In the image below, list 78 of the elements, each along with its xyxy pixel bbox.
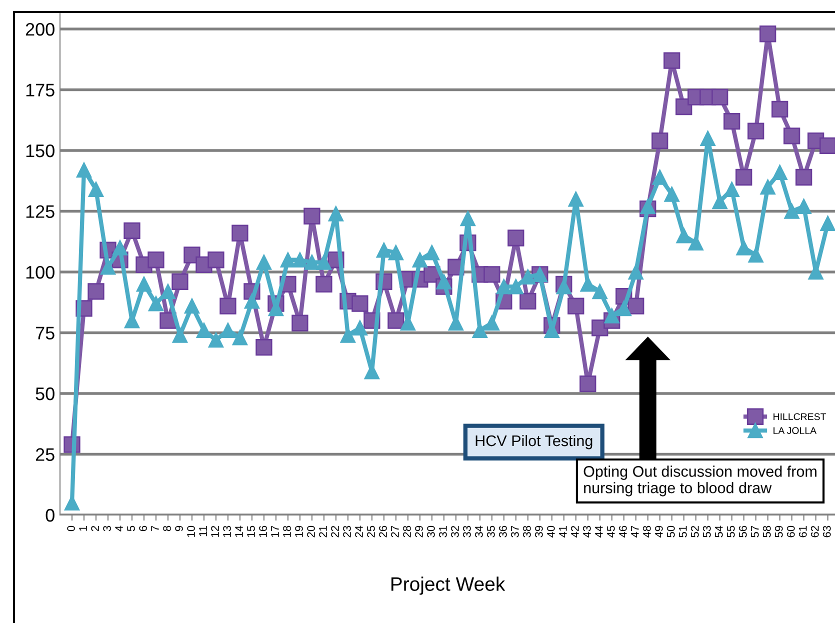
y-tick-label: 25 — [36, 448, 54, 461]
x-tick-label: 39 — [534, 526, 543, 538]
x-tick-label: 45 — [607, 526, 615, 538]
x-tick-label: 50 — [666, 526, 675, 538]
legend-label: LA JOLLA — [774, 427, 817, 434]
x-tick-label: 27 — [391, 526, 399, 538]
x-axis-title: Project Week — [391, 576, 506, 595]
x-tick-label: 18 — [283, 526, 291, 537]
x-tick-label: 21 — [319, 526, 327, 538]
x-tick-label: 53 — [702, 526, 711, 538]
x-tick-label: 12 — [211, 526, 219, 537]
x-tick-label: 36 — [499, 526, 507, 538]
x-tick-label: 2 — [91, 526, 99, 532]
x-tick-label: 14 — [235, 526, 243, 537]
x-tick-label: 20 — [307, 526, 315, 538]
x-tick-label: 8 — [163, 526, 171, 532]
x-tick-label: 32 — [451, 526, 459, 538]
x-tick-label: 17 — [271, 526, 279, 537]
x-tick-label: 43 — [582, 526, 591, 538]
x-tick-label: 34 — [475, 526, 483, 538]
x-tick-label: 19 — [295, 526, 303, 537]
x-tick-label: 46 — [618, 526, 627, 538]
x-tick-label: 30 — [427, 526, 435, 538]
x-tick-label: 5 — [127, 526, 135, 532]
x-tick-label: 41 — [559, 526, 567, 538]
annotation: HCV Pilot Testing — [476, 434, 592, 450]
x-tick-label: 38 — [522, 526, 531, 538]
x-tick-label: 23 — [343, 526, 351, 538]
x-tick-label: 24 — [355, 526, 363, 538]
x-tick-label: 22 — [331, 526, 339, 538]
x-tick-label: 9 — [175, 526, 183, 532]
x-tick-label: 56 — [738, 526, 747, 538]
x-tick-label: 33 — [463, 526, 471, 538]
x-tick-label: 42 — [570, 526, 579, 538]
x-tick-label: 15 — [247, 526, 255, 537]
x-tick-label: 49 — [654, 526, 663, 538]
x-tick-label: 6 — [139, 526, 147, 532]
x-tick-label: 52 — [690, 526, 699, 538]
x-tick-label: 37 — [510, 526, 519, 538]
x-tick-label: 57 — [751, 526, 759, 538]
x-tick-label: 1 — [79, 526, 87, 531]
y-tick-label: 100 — [26, 266, 54, 279]
x-tick-label: 58 — [762, 526, 771, 538]
x-tick-label: 40 — [546, 526, 555, 538]
x-tick-label: 63 — [822, 526, 831, 538]
y-tick-label: 175 — [26, 84, 54, 96]
y-tick-label: 125 — [26, 205, 54, 218]
x-tick-label: 62 — [810, 526, 819, 538]
x-tick-label: 13 — [223, 526, 231, 537]
y-tick-label: 0 — [46, 508, 54, 522]
x-tick-label: 0 — [67, 526, 75, 532]
y-tick-label: 75 — [36, 326, 54, 340]
annotation: Opting Out discussion moved from nursing triage to blood draw — [584, 466, 816, 496]
x-tick-label: 4 — [115, 526, 123, 532]
legend-label: HILLCREST — [774, 413, 826, 420]
x-tick-label: 3 — [103, 526, 111, 532]
x-tick-label: 55 — [727, 526, 735, 538]
x-tick-label: 35 — [487, 526, 495, 538]
y-tick-label: 200 — [26, 22, 54, 36]
x-tick-label: 11 — [199, 526, 207, 536]
x-tick-label: 61 — [798, 526, 807, 538]
x-tick-label: 28 — [403, 526, 411, 538]
x-tick-label: 29 — [415, 526, 423, 538]
x-tick-label: 7 — [151, 526, 159, 532]
x-tick-label: 25 — [367, 526, 375, 538]
y-tick-label: 150 — [26, 144, 54, 158]
x-tick-label: 60 — [786, 526, 795, 538]
y-tick-label: 50 — [36, 387, 54, 400]
x-tick-label: 44 — [595, 526, 603, 538]
x-tick-label: 26 — [379, 526, 387, 538]
x-tick-label: 10 — [187, 526, 195, 537]
x-tick-label: 54 — [715, 526, 723, 538]
x-tick-label: 51 — [679, 526, 687, 538]
x-tick-label: 31 — [439, 526, 447, 538]
x-tick-label: 59 — [774, 526, 783, 538]
x-tick-label: 48 — [642, 526, 651, 538]
x-tick-label: 47 — [631, 526, 639, 538]
x-tick-label: 16 — [259, 526, 267, 537]
